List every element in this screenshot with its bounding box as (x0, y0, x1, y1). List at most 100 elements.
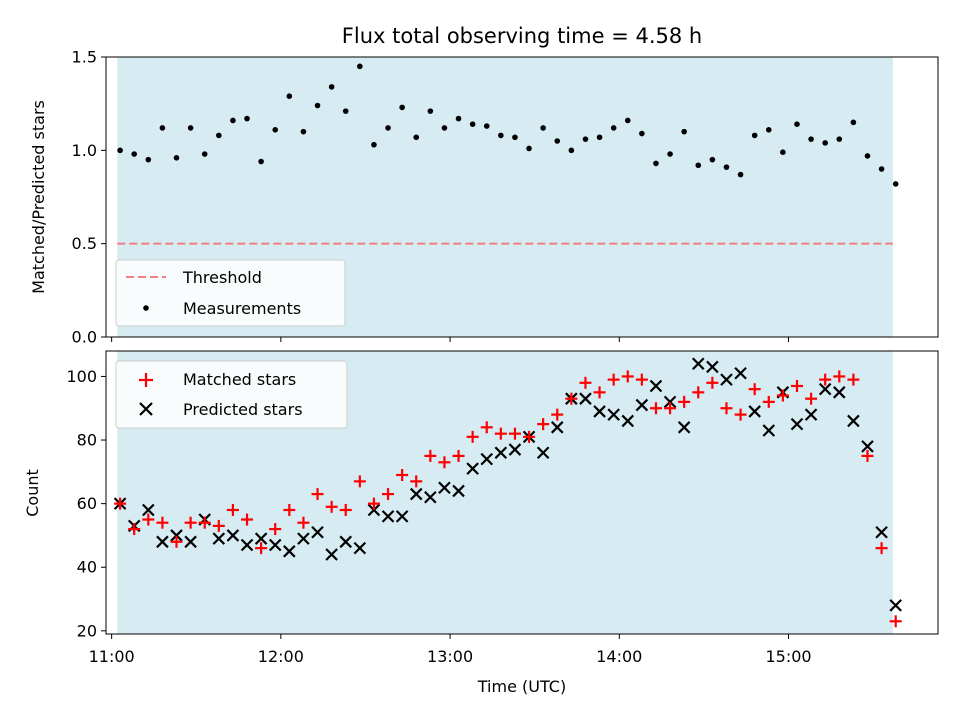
top-y-tick-label: 0.0 (72, 328, 97, 347)
measurement-point (145, 156, 152, 163)
matched-star-point (353, 475, 366, 488)
matched-star-point (776, 389, 789, 402)
matched-star-point (212, 519, 225, 532)
measurement-point (737, 171, 744, 178)
matched-star-point (551, 408, 564, 421)
predicted-star-point (550, 421, 564, 434)
predicted-star-point (184, 535, 197, 549)
matched-star-point (339, 503, 352, 516)
measurement-point (751, 132, 758, 139)
top-y-tick-label: 0.5 (72, 234, 97, 253)
matched-star-point (579, 376, 592, 389)
legend-measurement-swatch (143, 305, 149, 311)
legend-predicted-label: Predicted stars (183, 400, 303, 419)
legend-threshold-label: Threshold (182, 268, 262, 287)
predicted-star-point (297, 532, 310, 545)
measurement-point (441, 125, 448, 131)
predicted-star-point (311, 525, 324, 539)
measurement-point (357, 63, 363, 70)
matched-star-point (593, 386, 606, 399)
measurement-point (765, 127, 772, 133)
predicted-star-point (649, 379, 663, 393)
matched-star-point (128, 523, 141, 536)
matched-star-point (635, 373, 648, 386)
measurement-point (526, 145, 532, 152)
measurement-point (624, 117, 631, 124)
bottom-axes: 20 40 60 80 100 11:00 12:00 13:00 14:00 15:00 Co… (23, 350, 939, 696)
matched-star-point (790, 379, 803, 392)
matched-star-point (466, 430, 479, 443)
predicted-star-point (790, 417, 804, 431)
bottom-x-tick-label: 14:00 (596, 647, 642, 666)
predicted-star-point (847, 414, 860, 428)
bottom-axes-frame (105, 350, 939, 635)
measurement-point (822, 140, 828, 146)
top-y-tick-label: 1.5 (72, 48, 97, 67)
matched-star-point (198, 516, 211, 529)
matched-star-point (438, 456, 451, 469)
measurement-point (808, 136, 814, 142)
measurement-point (314, 102, 321, 109)
matched-star-point (889, 615, 902, 628)
predicted-star-point (325, 548, 338, 561)
matched-star-point (311, 488, 324, 501)
bottom-y-tick-label: 40 (77, 558, 97, 577)
measurement-point (483, 123, 490, 129)
bottom-x-tick-label: 12:00 (258, 647, 304, 666)
predicted-star-point (409, 487, 423, 501)
predicted-star-point (818, 382, 832, 396)
measurement-point (540, 125, 546, 131)
measurement-point (385, 125, 391, 131)
legend-matched-swatch (139, 373, 153, 387)
predicted-star-point (621, 414, 635, 428)
x-axis-label: Time (UTC) (477, 677, 566, 696)
matched-star-point (396, 469, 409, 482)
predicted-star-point (677, 421, 691, 434)
matched-star-point (170, 535, 183, 548)
top-y-label: Matched/Predicted stars (29, 100, 48, 294)
matched-star-point (297, 516, 310, 529)
legend-matched-label: Matched stars (183, 370, 296, 389)
matched-star-point (819, 373, 832, 386)
measurement-point (187, 125, 194, 131)
matched-star-point (142, 513, 155, 526)
measurement-point (328, 84, 335, 90)
matched-star-points (114, 370, 902, 628)
predicted-star-point (156, 535, 169, 549)
matched-star-point (367, 497, 380, 510)
measurement-point (286, 93, 293, 99)
matched-star-point (325, 500, 338, 513)
measurement-point (610, 125, 617, 131)
predicted-star-point (508, 443, 522, 456)
matched-star-point (565, 392, 578, 405)
measurement-point (850, 119, 857, 126)
measurement-point (159, 125, 166, 131)
predicted-star-point (889, 599, 902, 612)
measurement-point (639, 130, 645, 137)
predicted-star-point (268, 538, 282, 552)
bottom-y-ticks: 20 40 60 80 100 (66, 367, 106, 640)
predicted-star-point (254, 532, 268, 545)
matched-star-point (114, 497, 127, 510)
measurement-point (427, 108, 434, 114)
matched-star-point (523, 430, 536, 443)
predicted-star-point (734, 366, 747, 380)
matched-star-point (861, 449, 874, 462)
bottom-y-tick-label: 60 (77, 494, 97, 513)
bottom-y-label: Count (23, 469, 42, 517)
predicted-star-point (875, 525, 888, 539)
measurement-point (258, 158, 264, 165)
measurement-point (216, 132, 222, 139)
matched-star-point (805, 392, 818, 405)
predicted-star-point (240, 538, 254, 552)
measurement-point (892, 181, 899, 187)
bottom-y-tick-label: 100 (66, 367, 97, 386)
matched-star-point (184, 516, 197, 529)
top-x-ticks (111, 337, 790, 342)
predicted-star-point (706, 360, 719, 374)
matched-star-point (607, 373, 620, 386)
top-axes: 0.0 0.5 1.0 1.5 Matched/Predicted stars Thr… (29, 48, 939, 347)
measurement-point (794, 121, 800, 127)
predicted-star-points (113, 357, 902, 612)
matched-star-point (706, 376, 719, 389)
